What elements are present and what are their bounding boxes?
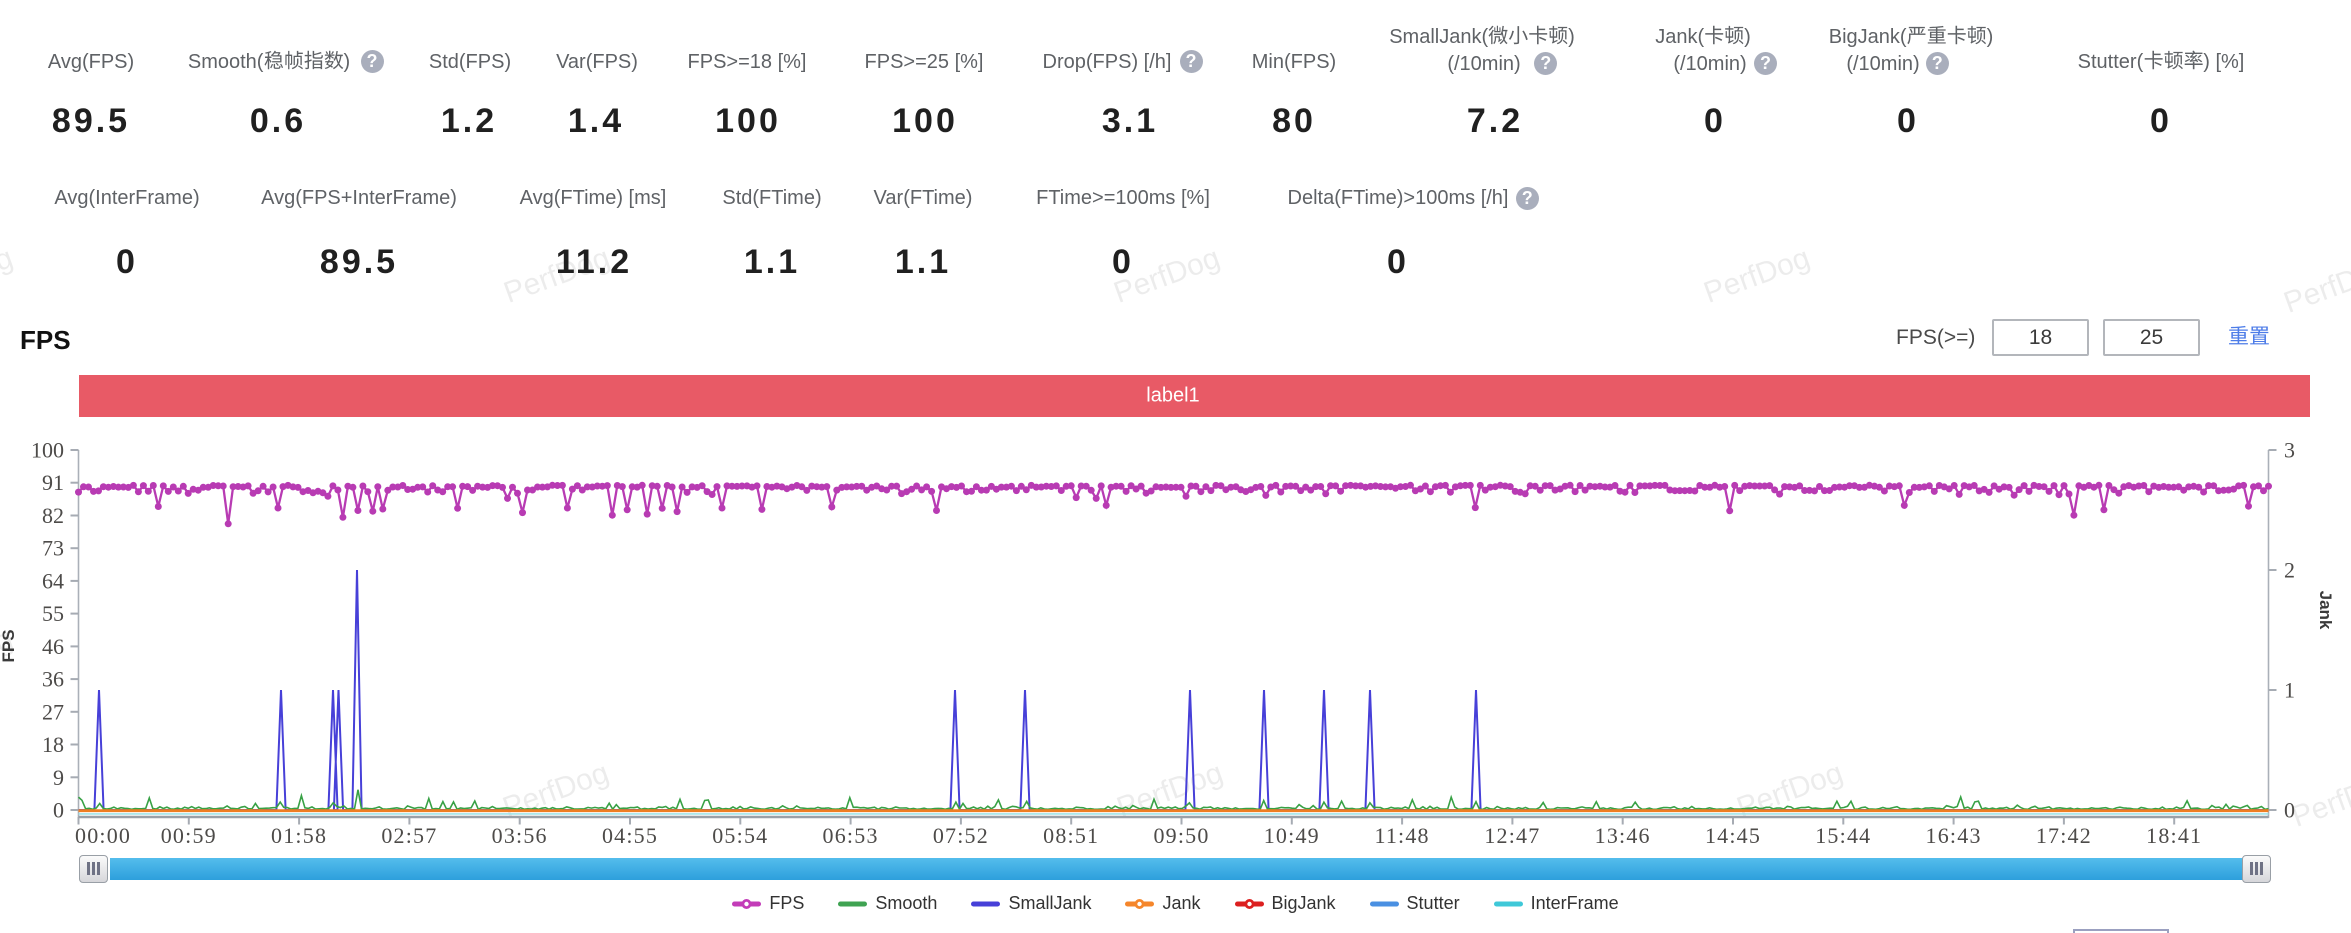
svg-text:9: 9 (53, 765, 64, 790)
svg-text:18: 18 (42, 732, 64, 757)
svg-text:05:54: 05:54 (712, 823, 768, 848)
svg-text:01:58: 01:58 (271, 823, 327, 848)
svg-text:16:43: 16:43 (1926, 823, 1982, 848)
svg-text:3: 3 (2284, 438, 2295, 463)
svg-text:03:56: 03:56 (492, 823, 548, 848)
svg-text:36: 36 (42, 667, 64, 692)
svg-text:18:41: 18:41 (2146, 823, 2202, 848)
svg-text:15:44: 15:44 (1815, 823, 1871, 848)
svg-text:14:45: 14:45 (1705, 823, 1761, 848)
svg-text:13:46: 13:46 (1595, 823, 1651, 848)
svg-text:00:59: 00:59 (161, 823, 217, 848)
svg-text:06:53: 06:53 (823, 823, 879, 848)
svg-text:0: 0 (53, 798, 64, 823)
svg-text:08:51: 08:51 (1043, 823, 1099, 848)
svg-text:Jank: Jank (2316, 591, 2335, 630)
svg-text:FPS: FPS (0, 629, 18, 662)
svg-text:00:00: 00:00 (75, 823, 131, 848)
svg-text:27: 27 (42, 699, 64, 724)
svg-text:12:47: 12:47 (1484, 823, 1540, 848)
svg-text:11:48: 11:48 (1374, 823, 1429, 848)
svg-text:100: 100 (31, 438, 64, 463)
svg-text:07:52: 07:52 (933, 823, 989, 848)
svg-text:46: 46 (42, 634, 64, 659)
svg-text:02:57: 02:57 (381, 823, 437, 848)
svg-text:17:42: 17:42 (2036, 823, 2092, 848)
svg-text:55: 55 (42, 601, 64, 626)
svg-text:04:55: 04:55 (602, 823, 658, 848)
svg-text:82: 82 (42, 503, 64, 528)
svg-text:0: 0 (2284, 798, 2295, 823)
svg-text:2: 2 (2284, 558, 2295, 583)
svg-text:1: 1 (2284, 678, 2295, 703)
svg-text:73: 73 (42, 536, 64, 561)
svg-text:91: 91 (42, 470, 64, 495)
svg-text:10:49: 10:49 (1264, 823, 1320, 848)
svg-text:09:50: 09:50 (1153, 823, 1209, 848)
svg-text:64: 64 (42, 568, 64, 593)
